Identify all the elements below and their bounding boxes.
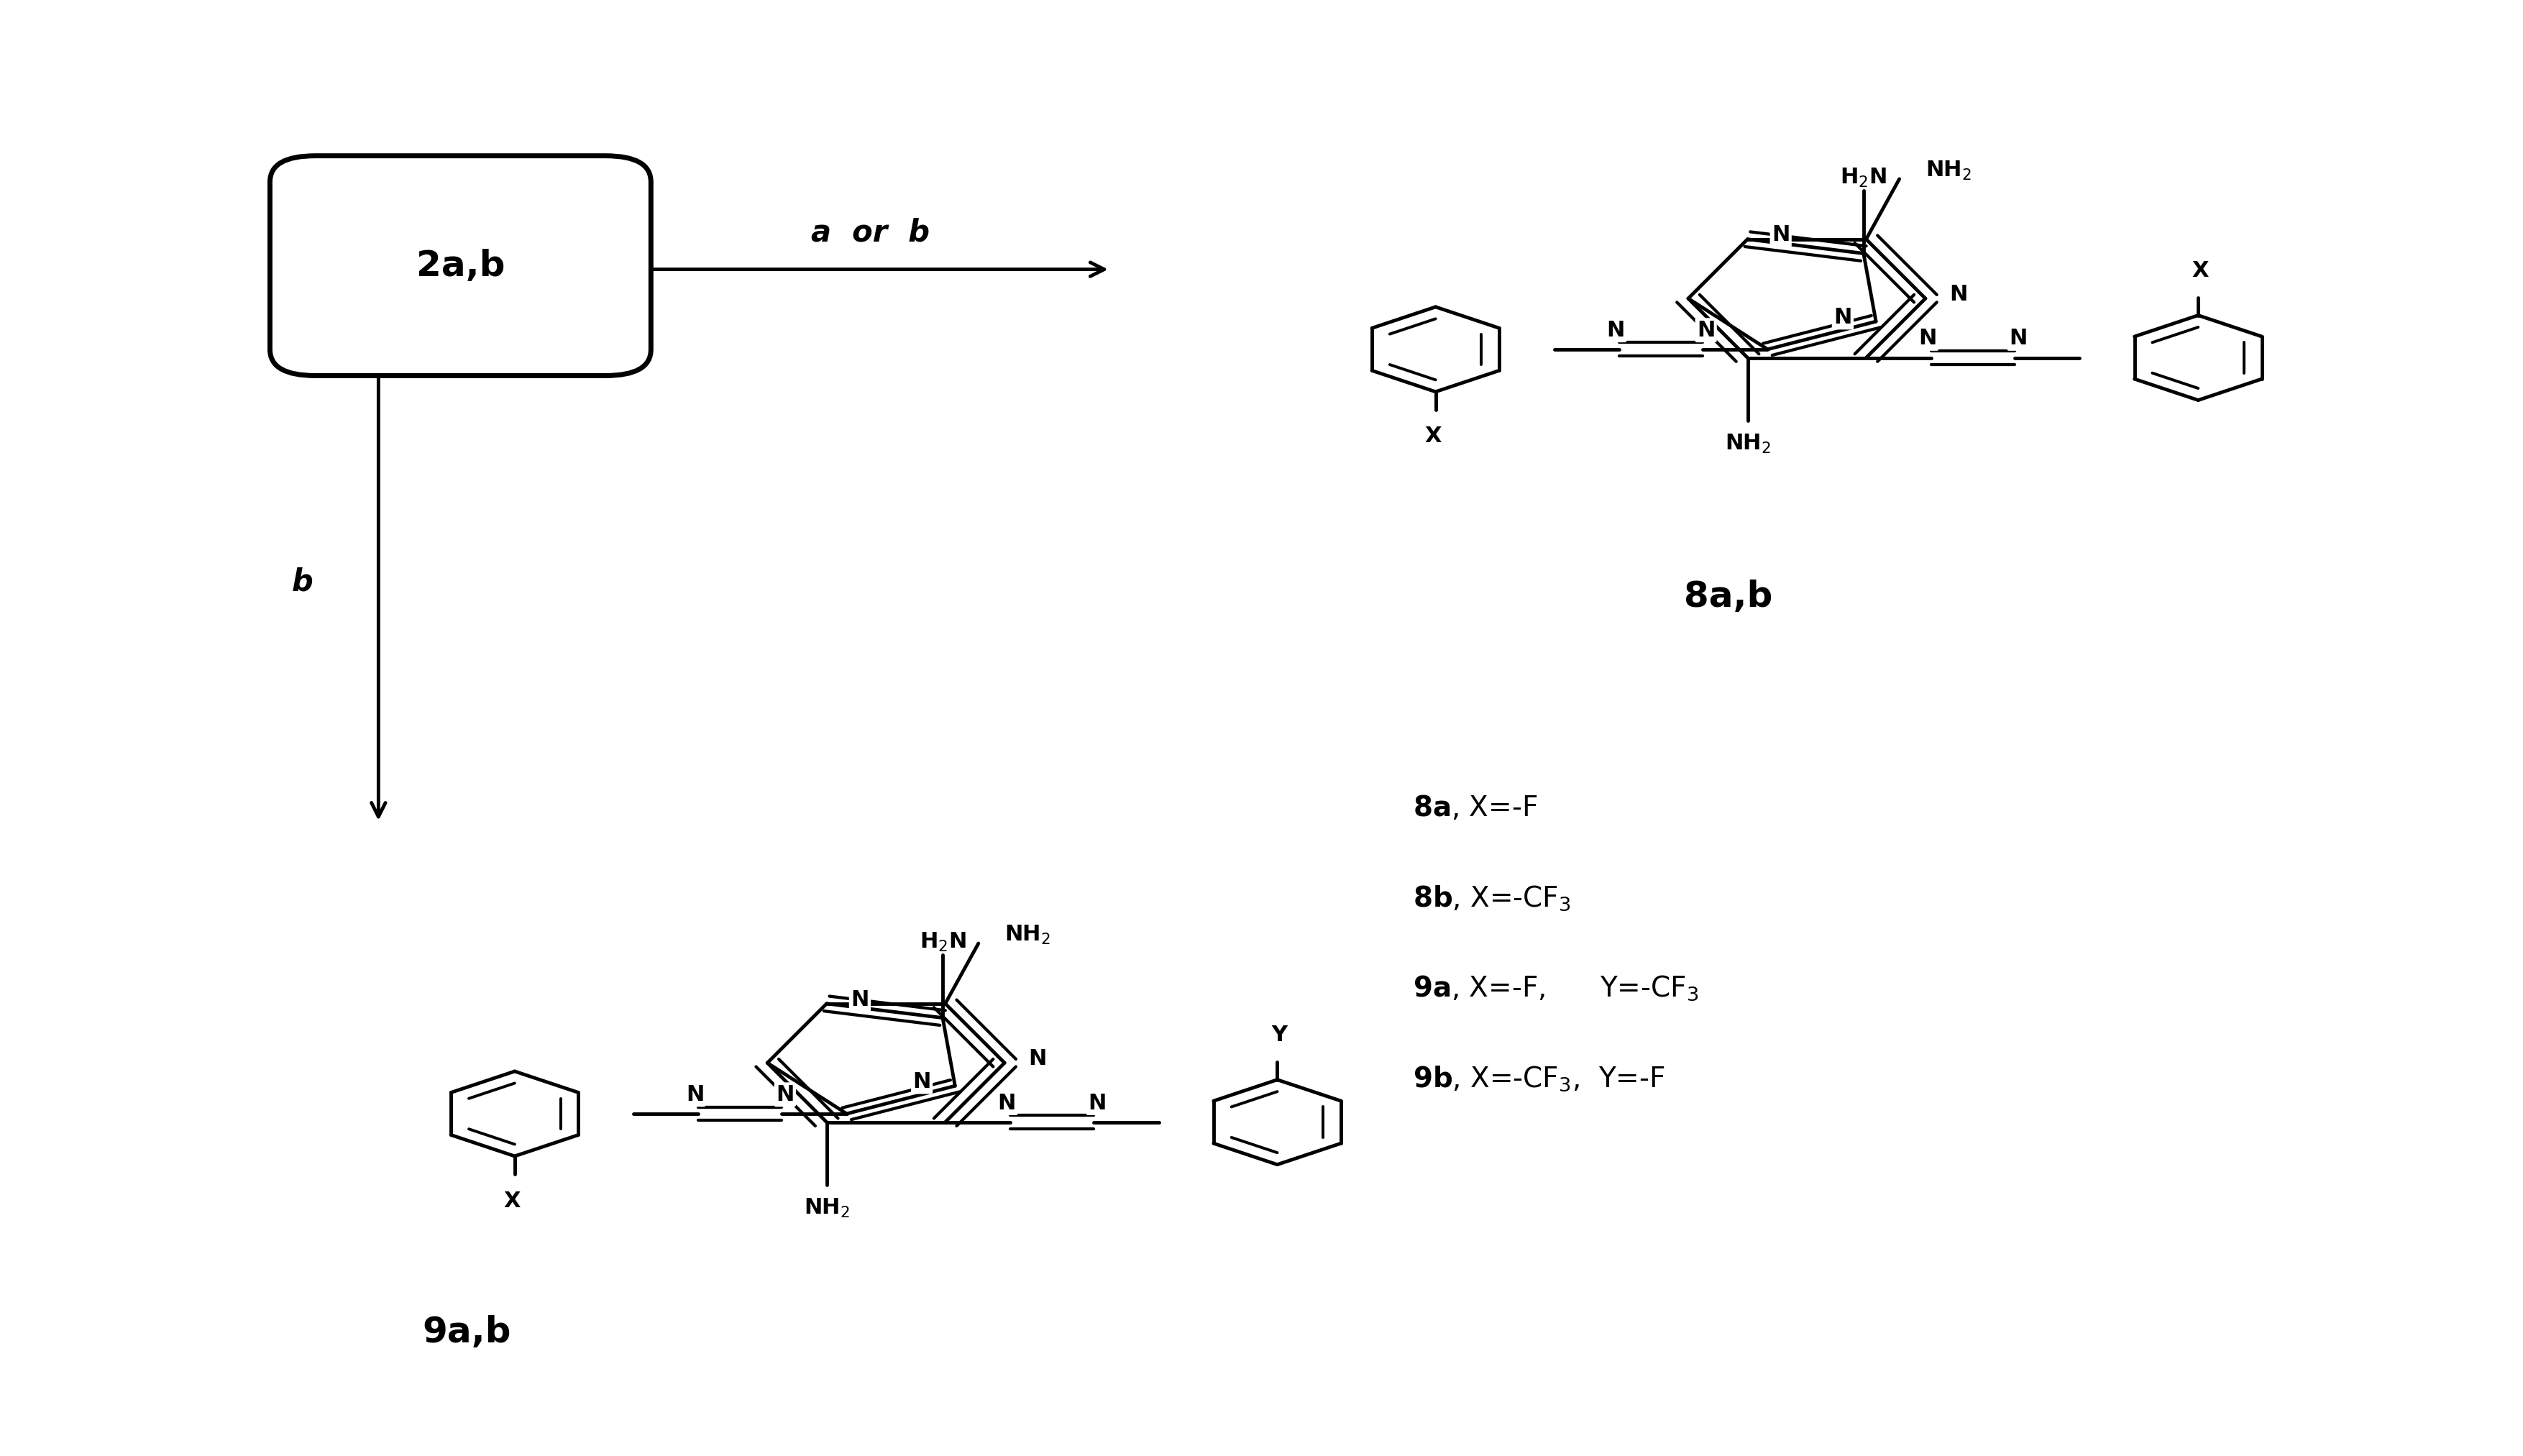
Text: N: N [1607,320,1625,341]
Text: b: b [293,568,313,597]
Text: $\mathbf{8}$$\mathbf{a}$, X=-F: $\mathbf{8}$$\mathbf{a}$, X=-F [1413,794,1537,821]
Text: H$_2$N: H$_2$N [1839,167,1887,189]
Text: N: N [913,1072,931,1092]
Text: 8a,b: 8a,b [1683,579,1774,614]
Text: NH$_2$: NH$_2$ [805,1197,850,1220]
Text: $\mathbf{9}$$\mathbf{b}$, X=-CF$_3$,  Y=-F: $\mathbf{9}$$\mathbf{b}$, X=-CF$_3$, Y=-… [1413,1064,1665,1093]
Text: 9a,b: 9a,b [421,1315,512,1350]
Text: NH$_2$: NH$_2$ [1925,160,1970,182]
Text: N: N [850,989,868,1010]
Text: N: N [1834,307,1852,328]
Text: N: N [1029,1048,1047,1069]
Text: N: N [1698,320,1716,341]
Text: NH$_2$: NH$_2$ [1004,925,1050,946]
Text: X: X [505,1191,520,1211]
Text: 2a,b: 2a,b [416,249,505,282]
Text: a  or  b: a or b [810,218,931,248]
FancyBboxPatch shape [270,156,651,376]
Text: N: N [997,1092,1017,1114]
Text: N: N [1950,284,1968,304]
Text: Y: Y [1272,1025,1287,1045]
Text: N: N [777,1085,795,1105]
Text: N: N [2008,328,2026,349]
Text: N: N [1771,224,1789,246]
Text: H$_2$N: H$_2$N [918,932,966,954]
Text: X: X [2192,261,2210,281]
Text: X: X [1425,427,1441,447]
Text: N: N [1087,1092,1105,1114]
Text: $\mathbf{9}$$\mathbf{a}$, X=-F,      Y=-CF$_3$: $\mathbf{9}$$\mathbf{a}$, X=-F, Y=-CF$_3… [1413,974,1698,1003]
Text: N: N [686,1085,704,1105]
Text: N: N [1917,328,1938,349]
Text: NH$_2$: NH$_2$ [1726,432,1771,456]
Text: $\mathbf{8}$$\mathbf{b}$, X=-CF$_3$: $\mathbf{8}$$\mathbf{b}$, X=-CF$_3$ [1413,884,1572,913]
